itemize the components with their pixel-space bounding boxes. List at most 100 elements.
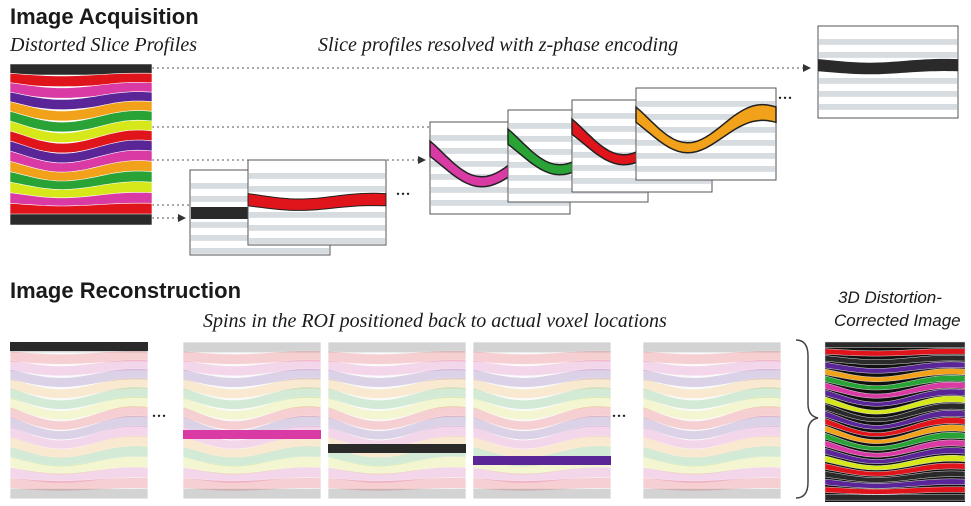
panel-line [637, 166, 775, 172]
recon-panel-4 [473, 342, 611, 498]
final-band [824, 478, 966, 489]
ellipsis-rec-2: ... [612, 400, 627, 422]
final-band [824, 470, 966, 483]
recon-faded-band [472, 477, 612, 492]
stack-band [9, 213, 153, 226]
recon-faded-band [327, 477, 467, 492]
recon-faded-band [182, 377, 322, 399]
final-band [824, 395, 966, 415]
final-band [824, 432, 966, 451]
z-phase-label: Slice profiles resolved with z-phase enc… [318, 34, 679, 56]
recon-highlight-band [183, 430, 321, 439]
recon-faded-band [327, 415, 467, 441]
final-band [824, 348, 966, 357]
recon-faded-band [642, 395, 782, 421]
recon-faded-band [327, 359, 467, 377]
recon-faded-band [472, 359, 612, 377]
final-band [824, 455, 966, 471]
panel-line [249, 238, 385, 244]
reconstruction-panels [9, 339, 819, 500]
recon-panel-2 [183, 342, 321, 498]
panel-line [819, 104, 957, 110]
recon-faded-band [9, 466, 149, 484]
recon-faded-band [182, 405, 322, 431]
ellipsis-acq-1: ... [396, 178, 411, 200]
recon-faded-band [327, 466, 467, 484]
final-band [824, 439, 966, 458]
recon-faded-band [642, 424, 782, 450]
recon-faded-band [182, 455, 322, 476]
recon-faded-band [327, 350, 467, 365]
panel-line [431, 187, 569, 193]
recon-faded-band [327, 395, 467, 421]
final-band [824, 388, 966, 407]
recon-faded-band [472, 341, 612, 354]
final-band [824, 486, 966, 495]
recon-faded-band [182, 435, 322, 459]
final-band [824, 494, 966, 501]
recon-faded-band [472, 487, 612, 500]
resolved-slice-profiles [189, 25, 959, 256]
panel-line [637, 153, 775, 159]
recon-faded-band [472, 395, 612, 421]
final-band [824, 402, 966, 423]
distorted-slice-stack [9, 63, 153, 226]
recon-faded-band [472, 424, 612, 450]
recon-highlight-band [473, 456, 611, 465]
panel-line [249, 225, 385, 231]
recon-faded-band [9, 377, 149, 399]
panel-line [637, 114, 775, 120]
recon-faded-band [472, 415, 612, 441]
recon-faded-band [182, 395, 322, 421]
recon-faded-band [327, 487, 467, 500]
recon-faded-band [9, 386, 149, 410]
recon-faded-band [182, 386, 322, 410]
recon-faded-band [327, 377, 467, 399]
recon-faded-band [642, 405, 782, 431]
final-band [824, 462, 966, 477]
panel-line [431, 148, 569, 154]
recon-faded-band [9, 455, 149, 476]
recon-faded-band [9, 445, 149, 468]
slice-panel-last-band [818, 58, 958, 75]
recon-faded-band [472, 350, 612, 365]
recon-faded-band [642, 445, 782, 468]
recon-faded-band [9, 350, 149, 365]
recon-faded-band [182, 359, 322, 377]
final-band [824, 447, 966, 464]
recon-highlight-band [328, 444, 466, 453]
panel-line [819, 52, 957, 58]
result-label-line1: 3D Distortion- [838, 288, 942, 307]
recon-faded-band [642, 368, 782, 388]
acquisition-heading: Image Acquisition [10, 4, 199, 29]
final-band [824, 361, 966, 374]
recon-faded-band [9, 424, 149, 450]
recon-faded-band [642, 466, 782, 484]
recon-faded-band [9, 359, 149, 377]
recon-faded-band [642, 341, 782, 354]
recon-faded-band [327, 368, 467, 388]
recon-faded-band [327, 386, 467, 410]
recon-faded-band [9, 415, 149, 441]
recon-faded-band [327, 455, 467, 476]
recon-faded-band [9, 368, 149, 388]
recon-faded-band [642, 435, 782, 459]
recon-faded-band [327, 405, 467, 431]
recon-faded-band [9, 395, 149, 421]
panel-line [637, 101, 775, 107]
final-band [824, 417, 966, 437]
recon-faded-band [642, 359, 782, 377]
recon-faded-band [182, 368, 322, 388]
panel-line [431, 161, 569, 167]
curly-brace [795, 339, 819, 499]
panel-line [249, 186, 385, 192]
recon-faded-band [642, 350, 782, 365]
panel-line [249, 212, 385, 218]
reconstruction-heading: Image Reconstruction [10, 278, 242, 303]
recon-faded-band [327, 341, 467, 354]
ellipsis-rec-1: ... [152, 400, 167, 422]
recon-faded-band [182, 466, 322, 484]
panel-line [431, 200, 569, 206]
recon-faded-band [642, 455, 782, 476]
